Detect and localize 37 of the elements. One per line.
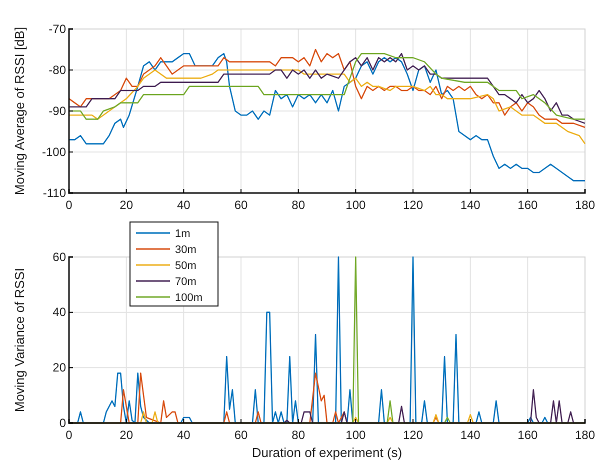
y-tick-label: -100 [42,144,66,159]
y-tick-label: 60 [52,250,66,264]
x-tick-label: 80 [292,198,306,212]
y-tick-label: -70 [48,22,66,36]
line-series [68,52,586,182]
x-tick-label: 140 [460,428,481,442]
x-tick-label: 60 [234,428,248,442]
y-tick-label: 40 [52,305,66,320]
y-tick-label: 0 [59,416,66,430]
x-tick-label: 140 [460,198,481,212]
x-tick-label: 20 [120,198,134,212]
x-tick-label: 100 [346,428,366,442]
y-tick-label: -80 [48,62,66,77]
x-tick-label: 160 [518,428,538,442]
x-tick-label: 100 [346,198,366,212]
legend-label: 1m [175,228,190,240]
y-axis-title: Moving Variance of RSSI [12,268,27,412]
x-tick-label: 160 [518,198,538,212]
legend-label: 70m [175,276,196,288]
y-tick-label: -90 [48,104,66,118]
y-tick-label: 20 [52,360,66,375]
legend-label: 100m [175,292,203,304]
x-tick-label: 40 [176,428,191,442]
x-tick-label: 120 [402,198,424,212]
x-tick-label: 60 [234,198,248,212]
x-tick-label: 180 [574,428,596,442]
x-axis-title: Duration of experiment (s) [252,445,402,460]
x-tick-label: 40 [176,198,191,212]
y-tick-label: -110 [42,186,66,200]
x-tick-label: 180 [574,198,596,212]
legend-label: 30m [175,244,196,256]
x-tick-label: 80 [292,428,306,442]
x-tick-label: 20 [120,428,134,442]
line-series [68,69,586,144]
legend-label: 50m [175,260,196,272]
y-axis-title: Moving Average of RSSI [dB] [12,26,27,196]
x-tick-label: 120 [402,428,424,442]
